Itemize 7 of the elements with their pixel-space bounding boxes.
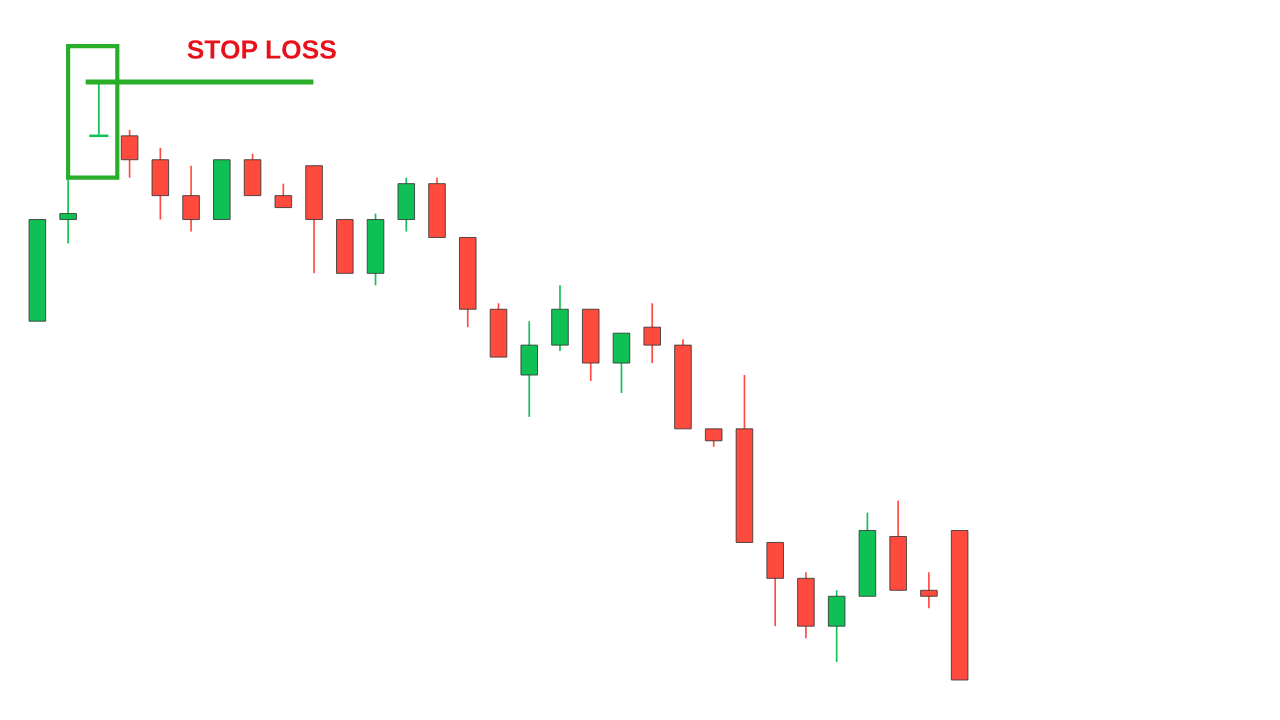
candlestick	[89, 81, 109, 138]
candlestick	[182, 164, 200, 233]
candlestick	[274, 182, 293, 209]
candlestick	[920, 571, 938, 610]
ref-line-label: STOP LOSS	[187, 40, 336, 59]
candlestick	[120, 129, 139, 179]
candlestick	[643, 302, 661, 364]
